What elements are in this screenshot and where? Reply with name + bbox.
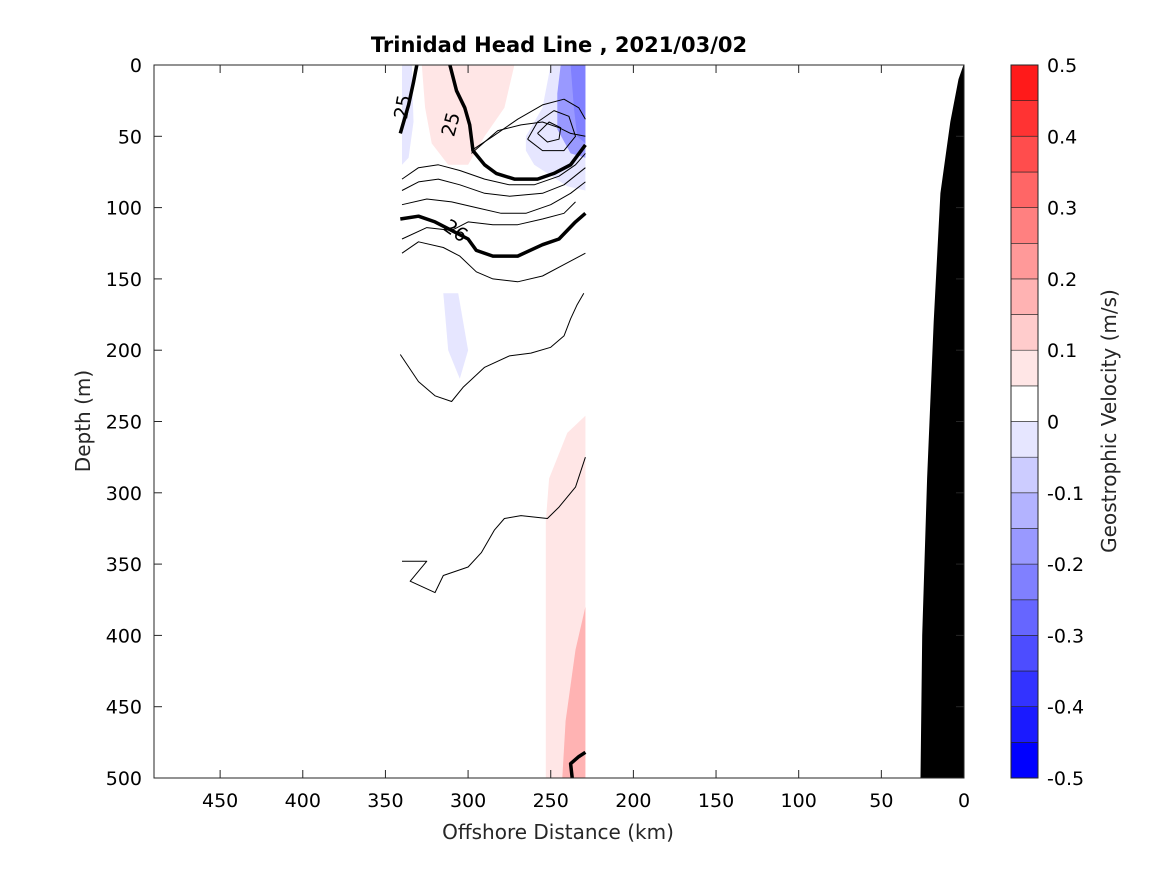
- y-tick-label: 300: [106, 483, 142, 505]
- velocity-fill-layer: [402, 65, 586, 778]
- colorbar-title: Geostrophic Velocity (m/s): [1097, 289, 1121, 553]
- y-tick-label: 400: [106, 625, 142, 647]
- colorbar-segment: [1010, 171, 1039, 208]
- colorbar-segment: [1010, 207, 1039, 244]
- colorbar-frame: [1010, 64, 1039, 779]
- colorbar-tick-label: 0.1: [1047, 340, 1077, 362]
- colorbar-segment: [1010, 385, 1039, 422]
- colorbar-segment: [1010, 100, 1039, 137]
- y-tick-label: 100: [106, 198, 142, 220]
- x-tick-label: 350: [367, 790, 403, 812]
- colorbar-segment: [1010, 563, 1039, 601]
- y-tick-label: 200: [106, 340, 142, 362]
- isopycnal-contour: [401, 167, 586, 197]
- bathymetry-shelf: [920, 65, 964, 778]
- colorbar-tick-label: 0.3: [1047, 198, 1077, 220]
- plot-area: 25 25 26 450 400 350 300 250 200 150 100 50 0 050…: [106, 55, 970, 812]
- x-axis-title: Offshore Distance (km): [442, 820, 674, 844]
- x-tick-label: 250: [533, 790, 569, 812]
- colorbar-tick-label: -0.2: [1047, 554, 1084, 576]
- x-tick-label: 100: [781, 790, 817, 812]
- x-tick-label: 300: [450, 790, 486, 812]
- colorbar-segment: [1010, 314, 1039, 351]
- colorbar-segment: [1010, 64, 1039, 101]
- isopycnal-contour-bold: [398, 65, 419, 134]
- isopycnal-contour: [537, 121, 562, 143]
- isopycnal-contour-bold: [400, 211, 587, 258]
- isopycnal-contour: [471, 98, 586, 152]
- isopycnal-contour: [527, 110, 576, 152]
- x-axis: 450 400 350 300 250 200 150 100 50 0: [202, 65, 970, 812]
- colorbar-tick-label: -0.4: [1047, 697, 1084, 719]
- isopycnal-contour-bold: [568, 750, 587, 778]
- velocity-patch: [443, 293, 469, 379]
- colorbar-segment: [1010, 528, 1039, 565]
- colorbar-segment: [1010, 706, 1039, 743]
- y-tick-label: 350: [106, 554, 142, 576]
- y-axis-title: Depth (m): [71, 370, 95, 472]
- y-tick-label: 150: [106, 269, 142, 291]
- colorbar-tick-label: 0: [1047, 412, 1059, 434]
- colorbar-tick-label: 0.2: [1047, 269, 1077, 291]
- colorbar-segment: [1010, 492, 1039, 529]
- colorbar-segment: [1010, 635, 1039, 672]
- x-tick-label: 400: [285, 790, 321, 812]
- colorbar-tick-label: 0.4: [1047, 126, 1077, 148]
- x-tick-label: 450: [202, 790, 238, 812]
- chart-title: Trinidad Head Line , 2021/03/02: [371, 33, 747, 57]
- isopycnal-contour: [402, 457, 586, 594]
- density-contour-layer: [398, 65, 587, 778]
- colorbar-segment: [1010, 278, 1039, 315]
- bathymetry-layer: [920, 65, 964, 778]
- x-tick-label: 50: [869, 790, 893, 812]
- y-tick-label: 250: [106, 412, 142, 434]
- y-tick-label: 500: [106, 768, 142, 790]
- colorbar-tick-label: 0.5: [1047, 55, 1077, 77]
- isopycnal-contour: [401, 153, 586, 186]
- colorbar-segment: [1010, 670, 1039, 708]
- colorbar-segment: [1010, 421, 1039, 458]
- colorbar: 0.5 0.4 0.3 0.2 0.1 0 -0.1 -0.2 -0.3 -0.4 -0.5: [1010, 55, 1084, 790]
- contour-label: 25: [390, 93, 416, 121]
- y-tick-label: 450: [106, 697, 142, 719]
- x-tick-label: 200: [615, 790, 651, 812]
- isopycnal-contour: [401, 181, 586, 214]
- colorbar-segment: [1010, 243, 1039, 280]
- colorbar-segment: [1010, 742, 1039, 779]
- y-tick-label: 0: [130, 55, 142, 77]
- isopycnal-contour: [401, 201, 576, 240]
- x-tick-label: 0: [958, 790, 970, 812]
- colorbar-segment: [1010, 136, 1039, 173]
- velocity-patch: [570, 65, 586, 144]
- isopycnal-contour: [401, 241, 586, 283]
- colorbar-tick-label: -0.1: [1047, 483, 1084, 505]
- isopycnal-contour-bold: [448, 65, 587, 181]
- y-tick-label: 50: [118, 126, 142, 148]
- isopycnal-contour: [399, 292, 585, 402]
- colorbar-segment: [1010, 456, 1039, 494]
- colorbar-segment: [1010, 349, 1039, 387]
- x-tick-label: 150: [698, 790, 734, 812]
- velocity-patch: [562, 606, 586, 778]
- colorbar-tick-label: -0.3: [1047, 625, 1084, 647]
- colorbar-tick-label: -0.5: [1047, 768, 1084, 790]
- colorbar-segment: [1010, 599, 1039, 636]
- y-axis: 0 50 100 150 200 250 300 350 400 450 500: [106, 55, 964, 790]
